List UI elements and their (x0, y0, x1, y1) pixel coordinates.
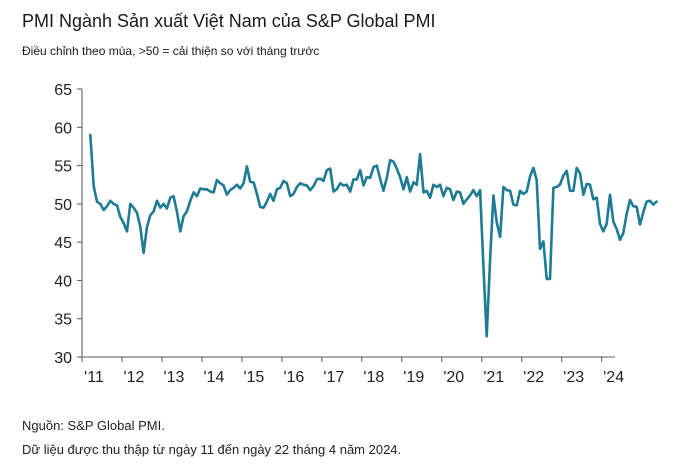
collection-note: Dữ liệu được thu thập từ ngày 11 đến ngà… (22, 442, 402, 457)
y-tick-label: 60 (54, 120, 72, 137)
x-tick-label: '24 (603, 369, 624, 386)
y-tick-label: 35 (54, 312, 72, 329)
y-tick-label: 65 (54, 82, 72, 99)
x-tick-label: '22 (523, 369, 544, 386)
x-tick-label: '12 (124, 369, 145, 386)
x-tick-label: '20 (443, 369, 464, 386)
x-tick-label: '21 (483, 369, 504, 386)
x-axis: '11 '12 '13 '14 '15 '16 '17 '18 '19 '20 '21 '22 '23 '… (81, 356, 624, 386)
source-note: Nguồn: S&P Global PMI. (22, 418, 165, 433)
x-tick-label: '17 (323, 369, 344, 386)
y-tick-label: 30 (54, 350, 72, 367)
series-line (89, 133, 658, 338)
x-tick-label: '23 (563, 369, 584, 386)
x-tick-label: '15 (243, 369, 264, 386)
plot-lines (89, 133, 658, 338)
x-tick-label: '11 (84, 369, 104, 386)
chart-subtitle: Điều chỉnh theo mùa, >50 = cải thiện so … (22, 44, 320, 58)
x-tick-label: '19 (403, 369, 424, 386)
y-tick-label: 40 (54, 273, 72, 290)
y-tick-label: 45 (54, 235, 72, 252)
x-tick-label: '16 (283, 369, 304, 386)
y-tick-label: 50 (54, 197, 72, 214)
x-tick-label: '14 (203, 369, 224, 386)
x-tick-label: '13 (164, 369, 185, 386)
chart-title: PMI Ngành Sản xuất Việt Nam của S&P Glob… (22, 11, 436, 31)
x-tick-label: '18 (363, 369, 384, 386)
y-axis: 30 35 40 45 50 55 60 65 (54, 82, 83, 367)
y-tick-label: 55 (54, 159, 72, 176)
